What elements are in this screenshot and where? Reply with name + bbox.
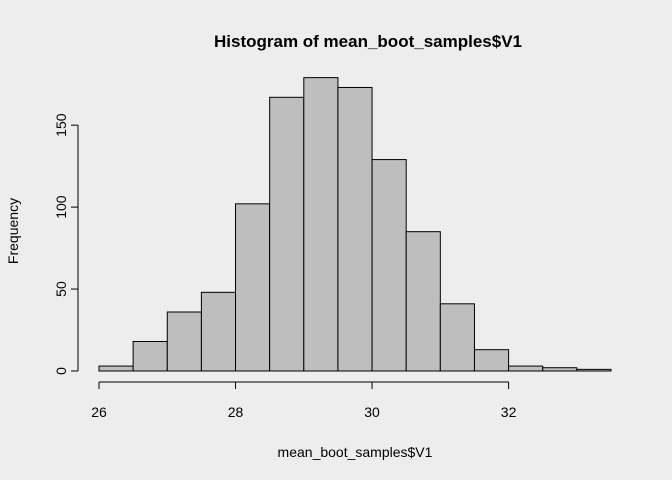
- histogram-bar: [132, 341, 168, 372]
- histogram-bar: [576, 368, 612, 372]
- bars-group: [98, 77, 612, 372]
- chart-title: Histogram of mean_boot_samples$V1: [214, 32, 522, 51]
- y-axis-label: Frequency: [5, 198, 21, 264]
- histogram-bar: [166, 311, 202, 372]
- y-tick-label: 0: [53, 367, 69, 375]
- histogram-bar: [200, 291, 237, 372]
- histogram-bar: [303, 77, 339, 372]
- histogram-bar: [337, 86, 373, 372]
- y-tick-label: 100: [53, 195, 69, 219]
- histogram-bar: [405, 231, 441, 372]
- x-tick-label: 26: [91, 404, 107, 420]
- histogram-bar: [269, 96, 305, 372]
- histogram-bar: [508, 365, 544, 372]
- x-axis-label: mean_boot_samples$V1: [278, 444, 433, 460]
- histogram-bar: [473, 349, 510, 372]
- y-axis: 0 50 100 150: [53, 113, 79, 375]
- histogram-bar: [371, 159, 407, 372]
- histogram-bar: [542, 367, 578, 372]
- x-tick-label: 28: [228, 404, 244, 420]
- x-tick-label: 32: [501, 404, 517, 420]
- y-tick-label: 150: [53, 113, 69, 137]
- histogram-bar: [439, 303, 475, 372]
- x-axis: 26 28 30 32: [91, 381, 517, 420]
- x-tick-label: 30: [364, 404, 380, 420]
- histogram-bar: [235, 203, 271, 372]
- histogram-bar: [98, 365, 134, 372]
- y-tick-label: 50: [53, 281, 69, 297]
